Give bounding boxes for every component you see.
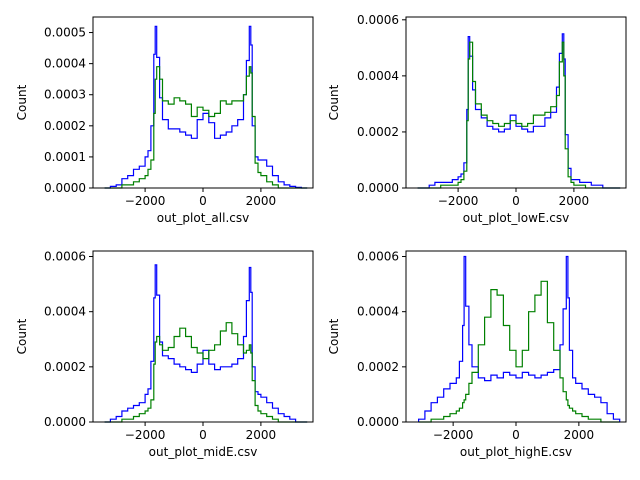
x-axis-label: out_plot_lowE.csv [463, 211, 570, 225]
x-tick-label: 0 [512, 428, 520, 442]
series-blue-line [418, 255, 621, 422]
y-tick-label: 0.0004 [44, 57, 86, 71]
subplot-1: −2000 0 2000 0.0000 0.0001 0.0002 0.0003 0.0004… [15, 16, 314, 225]
x-tick-label: 2000 [246, 428, 277, 442]
y-tick-label: 0.0000 [44, 415, 86, 429]
y-tick-label: 0.0004 [44, 305, 86, 319]
x-tick-label: −2000 [433, 428, 474, 442]
subplot-2: −2000 0 2000 0.0000 0.0002 0.0004 0.0006 out_pl… [327, 13, 627, 225]
series-blue-line [104, 25, 308, 189]
x-tick-label: −2000 [438, 194, 479, 208]
y-tick-label: 0.0000 [357, 415, 399, 429]
series-green-line [104, 322, 308, 423]
subplots: −2000 0 2000 0.0000 0.0001 0.0002 0.0003 0.0004… [15, 13, 627, 459]
series-green-line [417, 41, 621, 189]
subplot-3: −2000 0 2000 0.0000 0.0002 0.0004 0.0006 out_pl… [15, 250, 314, 459]
x-tick-label: 0 [512, 194, 520, 208]
y-tick-label: 0.0003 [44, 88, 86, 102]
y-tick-label: 0.0006 [44, 250, 86, 264]
y-tick-label: 0.0004 [357, 69, 399, 83]
x-axis-label: out_plot_highE.csv [460, 445, 572, 459]
x-tick-label: 0 [199, 428, 207, 442]
y-tick-label: 0.0002 [357, 125, 399, 139]
x-tick-label: 2000 [559, 194, 590, 208]
y-tick-label: 0.0002 [44, 360, 86, 374]
x-axis-label: out_plot_midE.csv [149, 445, 258, 459]
series-blue-line [417, 33, 621, 189]
y-axis-label: Count [327, 84, 341, 120]
y-tick-label: 0.0006 [357, 13, 399, 27]
y-tick-label: 0.0004 [357, 305, 399, 319]
y-tick-label: 0.0006 [357, 250, 399, 264]
subplot-4: −2000 0 2000 0.0000 0.0002 0.0004 0.0006 out_pl… [327, 250, 627, 459]
x-tick-label: 0 [199, 194, 207, 208]
y-tick-label: 0.0005 [44, 26, 86, 40]
y-tick-label: 0.0002 [44, 119, 86, 133]
y-tick-label: 0.0000 [44, 181, 86, 195]
x-tick-label: 2000 [564, 428, 595, 442]
x-tick-label: −2000 [125, 428, 166, 442]
x-tick-label: 2000 [246, 194, 277, 208]
x-tick-label: −2000 [125, 194, 166, 208]
y-axis-label: Count [15, 84, 29, 120]
y-tick-label: 0.0001 [44, 150, 86, 164]
y-axis-label: Count [327, 318, 341, 354]
y-tick-label: 0.0000 [357, 181, 399, 195]
y-axis-label: Count [15, 318, 29, 354]
x-axis-label: out_plot_all.csv [157, 211, 249, 225]
series-green-line [104, 66, 308, 189]
y-tick-label: 0.0002 [357, 360, 399, 374]
series-green-line [418, 280, 620, 423]
